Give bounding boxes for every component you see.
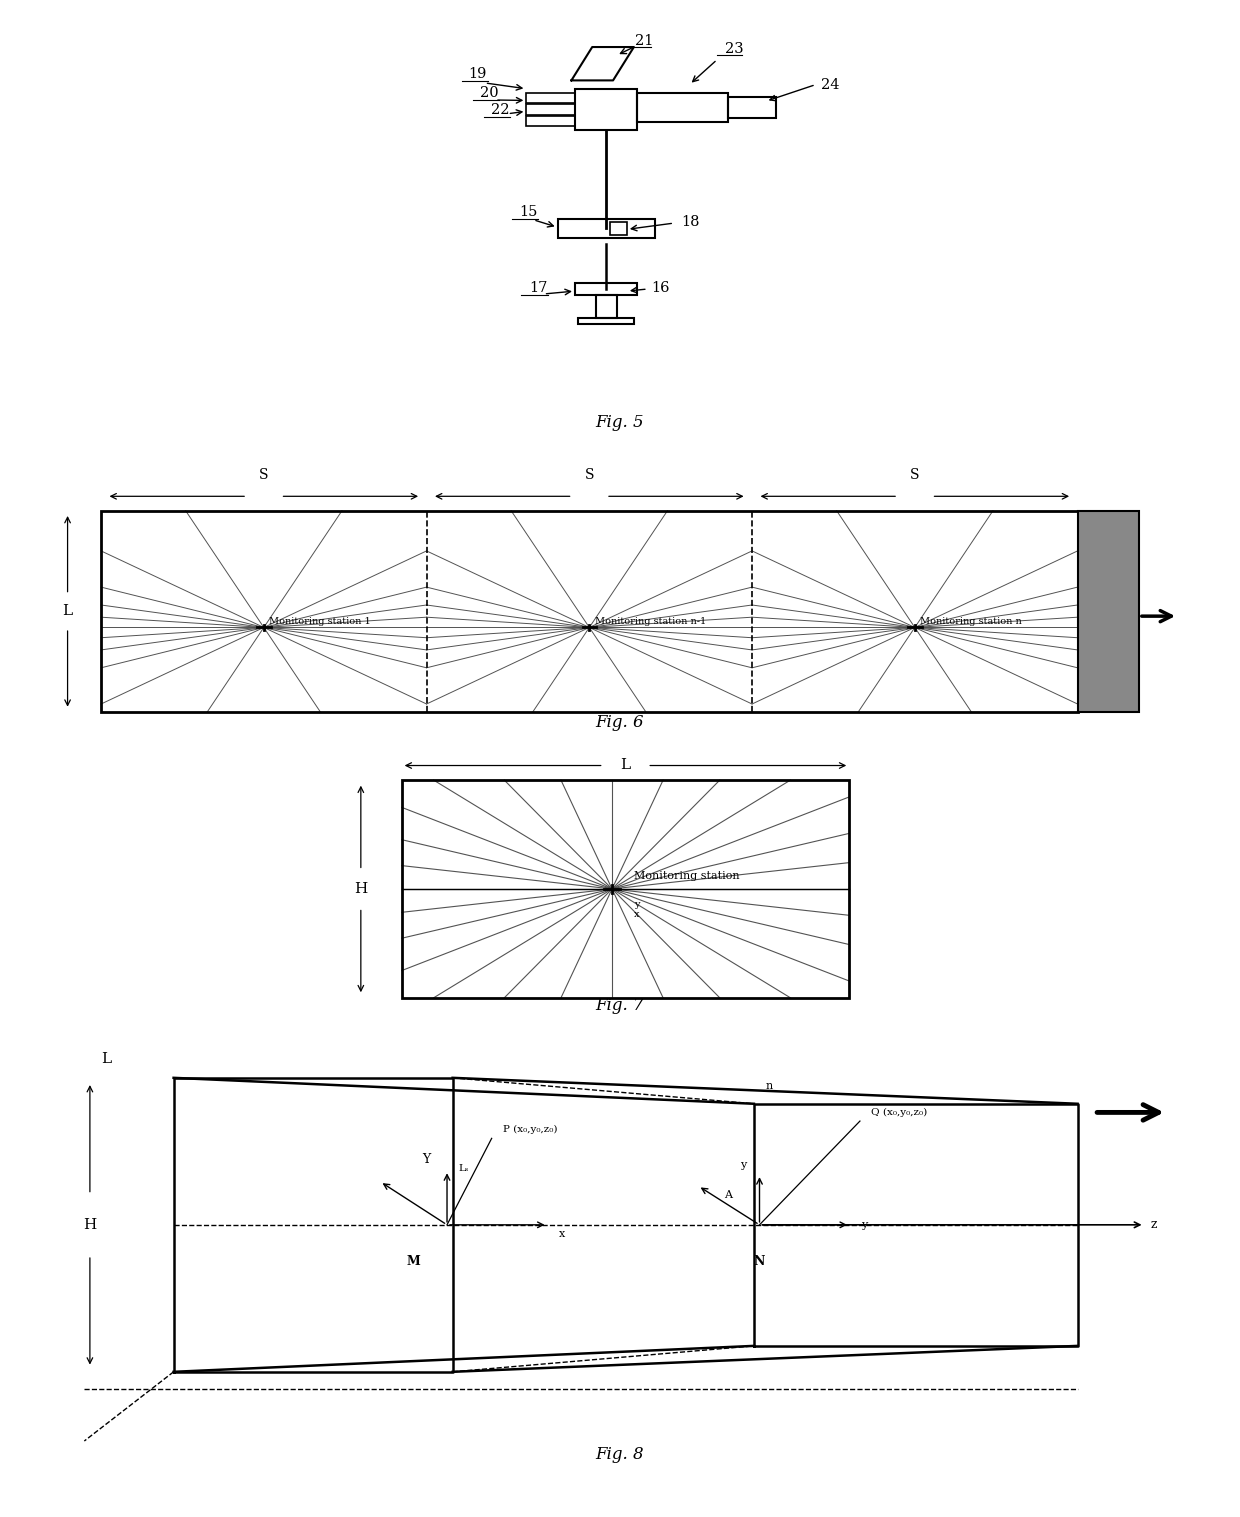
Text: A: A — [724, 1189, 732, 1200]
Text: y
x: y x — [634, 900, 640, 919]
Bar — [558, 220, 655, 238]
Bar — [578, 319, 634, 325]
Text: Fig. 6: Fig. 6 — [595, 715, 645, 731]
Text: 22: 22 — [491, 103, 510, 117]
Text: 16: 16 — [651, 281, 670, 296]
Text: S: S — [910, 467, 920, 482]
Bar — [610, 223, 627, 235]
Bar — [102, 511, 1078, 711]
Bar — [526, 93, 575, 103]
Text: Monitoring station: Monitoring station — [634, 871, 739, 881]
Text: P (x₀,y₀,z₀): P (x₀,y₀,z₀) — [503, 1126, 557, 1135]
Text: Q (x₀,y₀,z₀): Q (x₀,y₀,z₀) — [870, 1107, 928, 1117]
Bar — [402, 780, 849, 998]
Text: S: S — [584, 467, 594, 482]
Text: L: L — [620, 757, 630, 772]
Text: 19: 19 — [469, 67, 487, 80]
Bar — [575, 90, 637, 130]
Text: 15: 15 — [520, 205, 537, 218]
Text: N: N — [754, 1255, 765, 1268]
Bar — [526, 105, 575, 115]
Text: H: H — [355, 881, 367, 897]
Text: Y: Y — [422, 1153, 430, 1167]
Text: z: z — [1149, 1218, 1157, 1232]
Bar — [1078, 511, 1140, 711]
Text: 17: 17 — [529, 281, 547, 296]
Bar — [728, 97, 776, 118]
Text: 20: 20 — [480, 86, 498, 100]
Text: 23: 23 — [725, 42, 744, 56]
Text: H: H — [83, 1218, 97, 1232]
Text: y: y — [861, 1220, 867, 1230]
Text: y: y — [740, 1161, 746, 1170]
Text: 24: 24 — [821, 77, 839, 91]
Text: Fig. 5: Fig. 5 — [595, 414, 645, 431]
Text: 21: 21 — [635, 33, 653, 47]
Text: 18: 18 — [681, 215, 699, 229]
Text: Lₛ: Lₛ — [459, 1164, 469, 1173]
Text: Fig. 8: Fig. 8 — [595, 1446, 645, 1462]
Text: L: L — [102, 1051, 112, 1066]
Bar — [637, 93, 728, 123]
Text: Fig. 7: Fig. 7 — [595, 997, 645, 1013]
Text: M: M — [407, 1255, 420, 1268]
Text: L: L — [62, 604, 73, 619]
Text: Monitoring station 1: Monitoring station 1 — [269, 617, 371, 627]
Text: n: n — [765, 1080, 773, 1091]
Text: x: x — [558, 1229, 565, 1239]
Text: Monitoring station n-1: Monitoring station n-1 — [595, 617, 706, 627]
Bar — [575, 282, 637, 296]
Text: Monitoring station n: Monitoring station n — [920, 617, 1022, 627]
Bar — [595, 296, 616, 319]
Text: S: S — [259, 467, 269, 482]
Bar — [526, 115, 575, 126]
